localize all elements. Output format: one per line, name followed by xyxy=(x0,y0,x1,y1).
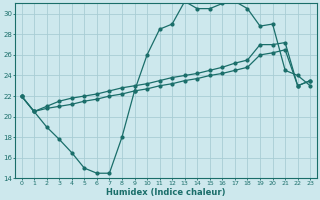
X-axis label: Humidex (Indice chaleur): Humidex (Indice chaleur) xyxy=(106,188,226,197)
